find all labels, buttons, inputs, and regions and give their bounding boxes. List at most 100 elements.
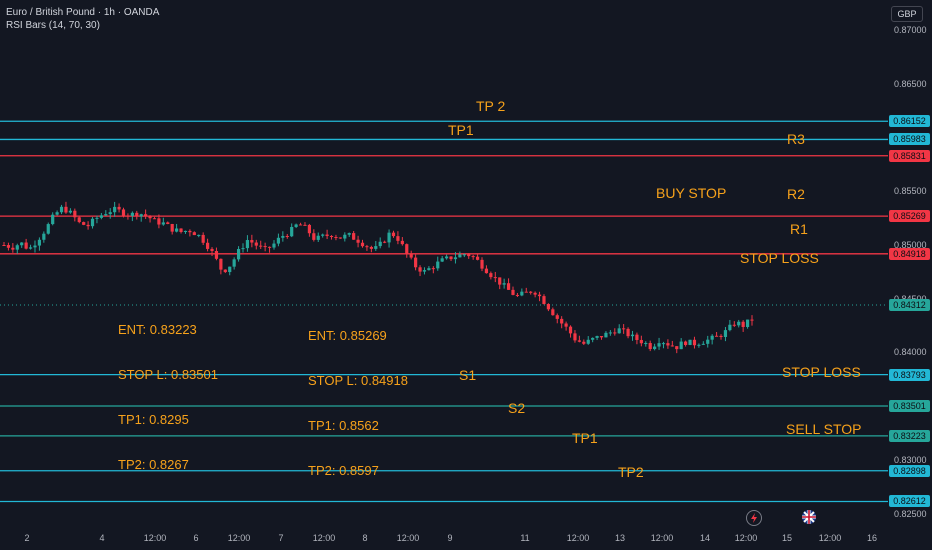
candle[interactable]: [197, 234, 201, 238]
candle[interactable]: [568, 325, 573, 338]
candle[interactable]: [192, 231, 196, 236]
candle[interactable]: [254, 239, 258, 250]
candle[interactable]: [436, 256, 440, 271]
candle[interactable]: [684, 340, 688, 347]
candle[interactable]: [387, 229, 391, 248]
candle[interactable]: [657, 337, 661, 350]
candle[interactable]: [321, 233, 325, 238]
candle[interactable]: [396, 231, 400, 245]
candle[interactable]: [498, 277, 502, 290]
candle[interactable]: [329, 235, 334, 240]
uk-flag-icon[interactable]: [802, 510, 816, 524]
candle[interactable]: [117, 203, 121, 213]
candle[interactable]: [604, 331, 608, 338]
candle[interactable]: [77, 216, 81, 224]
candle[interactable]: [710, 334, 714, 345]
candle[interactable]: [55, 210, 59, 216]
candle[interactable]: [214, 247, 219, 261]
candle[interactable]: [737, 319, 741, 328]
candle[interactable]: [635, 332, 639, 345]
candle[interactable]: [520, 288, 524, 297]
candle[interactable]: [445, 254, 449, 260]
candle[interactable]: [20, 242, 24, 248]
candle[interactable]: [714, 331, 719, 337]
candle[interactable]: [166, 221, 170, 225]
candle[interactable]: [449, 256, 453, 262]
candle[interactable]: [37, 237, 42, 251]
candle[interactable]: [148, 215, 152, 223]
candle[interactable]: [697, 343, 701, 348]
candle[interactable]: [121, 207, 126, 218]
candle[interactable]: [560, 316, 564, 329]
candle[interactable]: [183, 230, 188, 234]
candle[interactable]: [679, 338, 683, 350]
candle[interactable]: [298, 222, 303, 226]
candle[interactable]: [475, 254, 480, 261]
candle[interactable]: [360, 239, 365, 248]
candle[interactable]: [104, 210, 108, 217]
price-chart[interactable]: [0, 0, 888, 526]
candle[interactable]: [374, 241, 378, 251]
candle[interactable]: [245, 235, 250, 252]
candle[interactable]: [42, 231, 46, 243]
candle[interactable]: [15, 243, 19, 254]
candle[interactable]: [281, 231, 285, 242]
candle[interactable]: [414, 254, 418, 271]
candle[interactable]: [586, 336, 590, 345]
candle[interactable]: [99, 212, 103, 220]
candle[interactable]: [701, 341, 705, 345]
candle[interactable]: [533, 291, 537, 298]
candle[interactable]: [144, 209, 148, 219]
candle[interactable]: [276, 233, 281, 247]
candle[interactable]: [2, 241, 6, 246]
candle[interactable]: [453, 252, 458, 264]
candle[interactable]: [617, 324, 621, 334]
candle[interactable]: [11, 243, 15, 253]
candle[interactable]: [480, 257, 484, 272]
candle[interactable]: [661, 341, 666, 349]
candle[interactable]: [666, 339, 670, 349]
candle[interactable]: [201, 232, 205, 246]
candle[interactable]: [551, 307, 555, 316]
candle[interactable]: [263, 242, 267, 252]
candle[interactable]: [157, 214, 161, 229]
candle[interactable]: [347, 232, 351, 237]
candle[interactable]: [139, 213, 143, 222]
candle[interactable]: [728, 319, 732, 332]
candle[interactable]: [732, 321, 736, 327]
candle[interactable]: [591, 337, 595, 343]
candle[interactable]: [555, 313, 559, 324]
candle[interactable]: [223, 269, 227, 274]
candle[interactable]: [400, 237, 404, 246]
candle[interactable]: [564, 321, 568, 331]
candle[interactable]: [369, 245, 373, 253]
candle[interactable]: [95, 215, 99, 224]
candle[interactable]: [90, 216, 95, 229]
candle[interactable]: [493, 271, 497, 283]
candle[interactable]: [68, 208, 72, 214]
symbol-title[interactable]: Euro / British Pound · 1h · OANDA: [6, 7, 160, 18]
candle[interactable]: [599, 336, 604, 340]
candle[interactable]: [130, 211, 134, 222]
candle[interactable]: [175, 223, 179, 233]
candle[interactable]: [391, 230, 396, 238]
lightning-icon[interactable]: [746, 510, 762, 526]
candle[interactable]: [228, 266, 232, 276]
candle[interactable]: [688, 339, 692, 346]
candle[interactable]: [462, 253, 466, 258]
candle[interactable]: [524, 287, 528, 293]
candle[interactable]: [427, 266, 431, 271]
candle[interactable]: [343, 232, 347, 242]
candle[interactable]: [431, 266, 435, 274]
candle[interactable]: [648, 340, 652, 352]
candle[interactable]: [537, 291, 542, 302]
candle[interactable]: [365, 244, 369, 251]
candle[interactable]: [82, 221, 86, 226]
candle[interactable]: [356, 235, 360, 248]
candle[interactable]: [272, 240, 276, 250]
candle[interactable]: [595, 335, 599, 341]
candle[interactable]: [418, 265, 422, 277]
candle[interactable]: [316, 232, 320, 243]
candle[interactable]: [622, 324, 626, 334]
candle[interactable]: [64, 201, 68, 214]
